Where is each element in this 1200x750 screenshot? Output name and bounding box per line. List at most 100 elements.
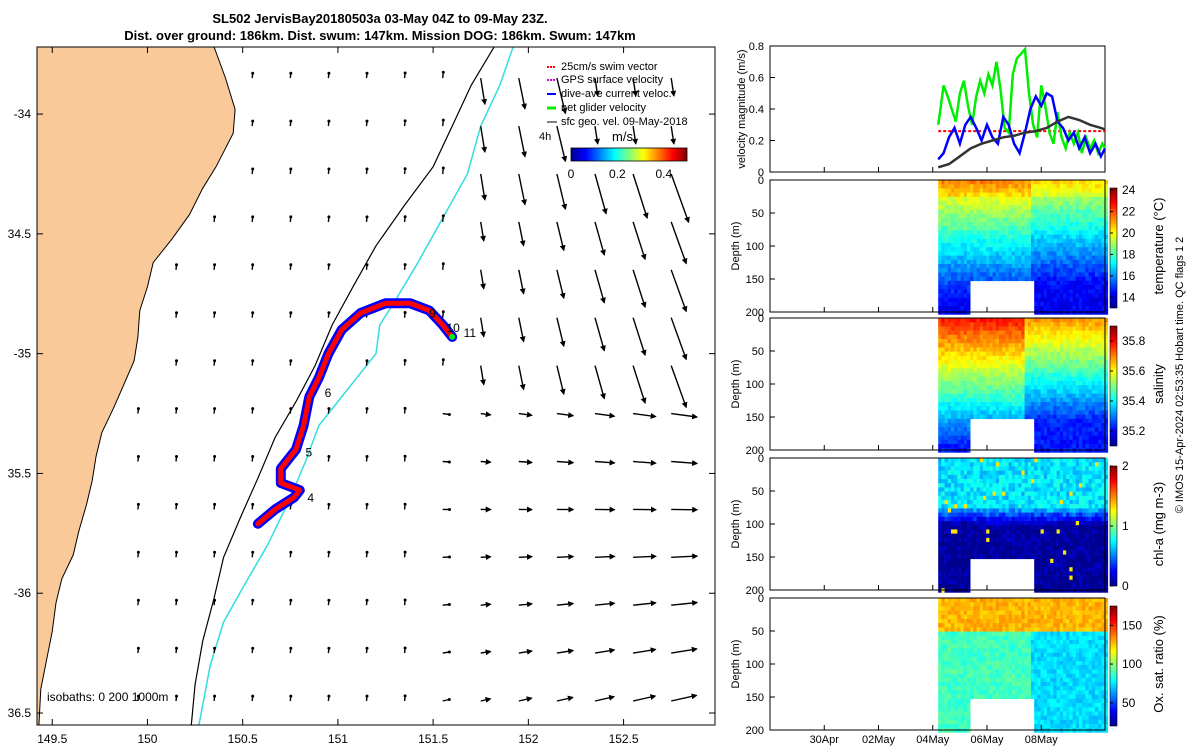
section-cell xyxy=(995,343,1000,348)
section-cell xyxy=(1047,479,1051,484)
section-cell xyxy=(973,385,977,390)
section-cell xyxy=(938,508,942,513)
section-cell xyxy=(1027,474,1032,480)
surface-velocity-dot xyxy=(251,311,255,315)
section-cell xyxy=(999,516,1003,522)
section-cell xyxy=(963,431,968,436)
section-cell xyxy=(1069,512,1073,518)
section-cell xyxy=(941,318,945,323)
section-cell xyxy=(1082,322,1086,327)
section-cell xyxy=(944,255,949,261)
section-cell xyxy=(979,529,984,534)
section-cell xyxy=(989,487,993,492)
legend-swim: 25cm/s swim vector xyxy=(561,61,658,73)
section-cell xyxy=(1072,364,1077,369)
section-cell xyxy=(941,550,945,555)
section-cell xyxy=(1040,306,1045,311)
section-cell xyxy=(1101,334,1105,340)
section-cell xyxy=(1043,285,1048,290)
section-cell xyxy=(1088,397,1093,403)
section-cell xyxy=(970,201,974,206)
section-cell xyxy=(989,238,993,244)
section-cell xyxy=(960,196,965,202)
section-cell xyxy=(992,180,997,185)
section-cell xyxy=(1098,423,1102,428)
section-cell xyxy=(941,280,945,286)
section-cell xyxy=(1021,234,1025,240)
section-cell xyxy=(1069,330,1073,336)
section-cell xyxy=(992,466,997,471)
section-cell xyxy=(1088,474,1093,480)
section-cell xyxy=(1043,306,1048,311)
section-cell xyxy=(1050,550,1054,555)
section-cell xyxy=(944,537,949,543)
section-cell xyxy=(1066,222,1070,227)
section-cell xyxy=(957,376,961,382)
section-cell xyxy=(1047,247,1051,252)
section-cell xyxy=(1011,491,1016,497)
section-cell xyxy=(1047,289,1051,294)
section-cell xyxy=(960,334,965,340)
section-cell xyxy=(1079,516,1083,522)
section-cell xyxy=(963,213,968,219)
section-cell xyxy=(1005,234,1009,240)
section-cell xyxy=(1095,479,1099,484)
section-cell xyxy=(963,322,968,327)
section-cell xyxy=(1011,462,1016,467)
section-cell xyxy=(938,575,942,581)
section-cell xyxy=(1066,297,1070,303)
section-cell xyxy=(941,213,945,219)
section-cell xyxy=(1024,339,1029,344)
section-cell xyxy=(944,209,949,214)
section-cell xyxy=(1043,226,1048,231)
section-cell xyxy=(1104,247,1109,252)
surface-velocity-arrow xyxy=(480,696,492,703)
section-cell xyxy=(963,334,968,340)
section-cell xyxy=(1015,351,1019,357)
section-cell xyxy=(995,347,1000,352)
section-cell xyxy=(1027,230,1032,235)
section-cell xyxy=(1095,435,1099,441)
section-cell xyxy=(1034,537,1038,543)
section-cell xyxy=(1091,351,1096,357)
section-cell xyxy=(1104,217,1109,223)
section-cell xyxy=(1063,322,1067,327)
section-cell xyxy=(1056,487,1061,492)
section-cell xyxy=(951,201,955,206)
section-cell xyxy=(970,222,974,227)
section-cell xyxy=(1011,495,1016,501)
section-cell xyxy=(963,533,968,539)
section-cell xyxy=(973,205,977,210)
section-cell xyxy=(1053,458,1057,463)
section-cell xyxy=(986,360,990,365)
section-cell xyxy=(1024,364,1029,369)
section-cell xyxy=(963,393,968,399)
section-cell xyxy=(976,222,981,227)
section-cell xyxy=(1037,180,1041,185)
section-cell xyxy=(1075,213,1080,219)
section-cell xyxy=(941,491,945,497)
section-cell xyxy=(1091,402,1096,407)
section-cell xyxy=(1053,259,1057,265)
section-cell xyxy=(1056,209,1061,214)
section-cell xyxy=(992,533,997,539)
section-cell xyxy=(1095,289,1099,294)
section-cell xyxy=(1059,297,1064,303)
section-cell xyxy=(973,529,977,534)
section-cell xyxy=(1018,504,1022,509)
section-cell xyxy=(954,414,958,420)
section-cell xyxy=(1056,205,1061,210)
velocity-series-line xyxy=(937,115,1106,169)
section-cell xyxy=(1005,343,1009,348)
section-cell xyxy=(1066,508,1070,513)
section-cell xyxy=(1037,217,1041,223)
section-cell xyxy=(1005,259,1009,265)
section-cell xyxy=(1059,238,1064,244)
section-cell xyxy=(1069,558,1073,564)
section-cell xyxy=(1011,410,1016,415)
section-cell xyxy=(1031,466,1035,471)
section-cell xyxy=(1082,516,1086,522)
section-cell xyxy=(1011,196,1016,202)
section-cell xyxy=(1027,209,1032,214)
section-cell xyxy=(1095,500,1099,505)
